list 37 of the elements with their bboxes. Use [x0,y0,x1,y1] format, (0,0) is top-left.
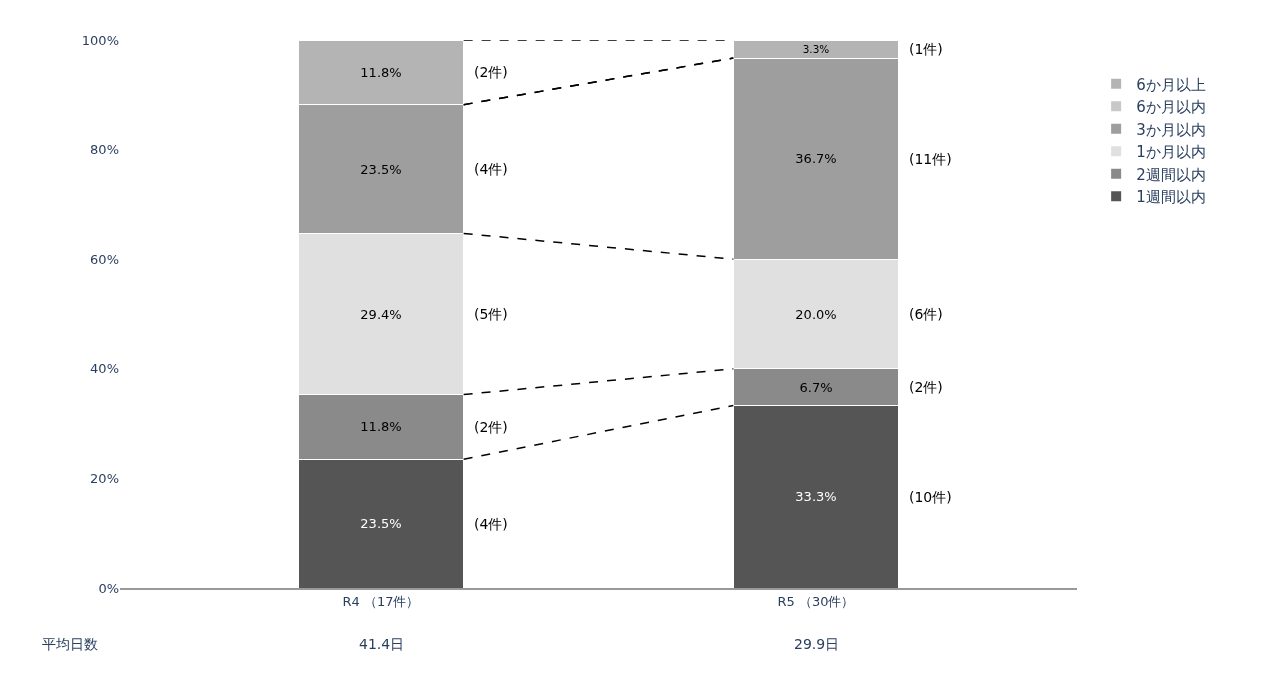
data-label: 3.3% [802,42,830,55]
data-label: 20.0% [795,306,837,322]
y-tick-label: 0% [98,580,119,596]
annotation: (4件) [474,516,508,532]
x-tick-label: R5 （30件） [777,593,855,609]
legend-label: 6か月以上 [1136,75,1206,94]
x-tick-label: R4 （17件） [342,593,420,609]
data-label: 33.3% [795,489,837,505]
annotation: (11件) [909,151,952,167]
text: 41.4日 [359,636,405,652]
data-label: 23.5% [360,161,402,177]
y-tick-label: 60% [90,251,119,267]
y-tick-label: 40% [90,361,119,377]
annotation: (4件) [474,161,508,177]
annotation: (1件) [909,41,943,57]
legend-label: 3か月以内 [1136,120,1206,139]
data-label: 29.4% [360,306,402,322]
y-tick-label: 100% [81,32,119,48]
text: 平均日数 [42,636,98,652]
legend-label: 6か月以内 [1136,98,1206,116]
y-tick-label: 20% [90,470,119,486]
legend-label: 1か月以内 [1136,143,1206,161]
data-label: 23.5% [360,516,402,532]
annotation: (10件) [909,489,952,505]
annotation: (2件) [474,419,508,435]
data-label: 36.7% [795,151,837,167]
data-label: 11.8% [360,419,402,435]
annotation: (2件) [909,379,943,395]
y-tick-label: 80% [90,142,119,158]
data-label: 6.7% [799,379,833,395]
annotation: (2件) [474,64,508,80]
legend-label: 1週間以内 [1136,188,1206,206]
text: 29.9日 [794,636,840,652]
legend-label: 2週間以内 [1136,165,1206,184]
annotation: (6件) [909,306,943,322]
data-label: 11.8% [360,64,402,80]
annotation: (5件) [474,306,508,322]
